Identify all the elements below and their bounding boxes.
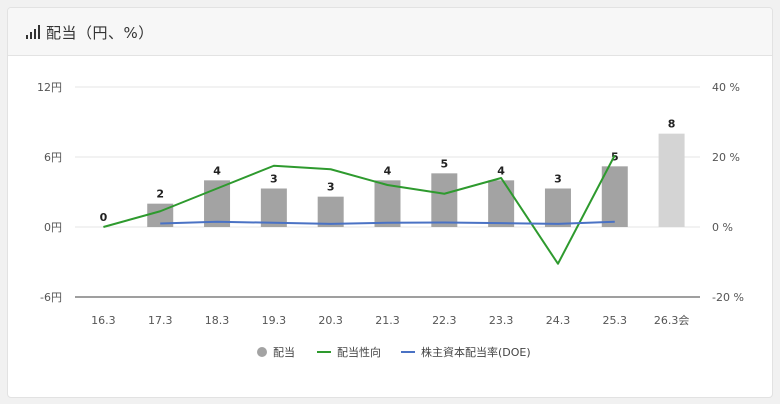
x-tick-label: 18.3 <box>205 314 230 327</box>
y-left-tick-label: -6円 <box>40 291 62 304</box>
x-tick-label: 21.3 <box>375 314 400 327</box>
bar-data-label: 3 <box>327 181 335 194</box>
bar <box>204 180 231 227</box>
y-right-tick-label: -20 % <box>712 291 744 304</box>
bar <box>260 188 287 227</box>
bar-data-label: 4 <box>384 164 392 177</box>
x-tick-label: 22.3 <box>432 314 457 327</box>
bar-data-label: 8 <box>668 118 676 131</box>
x-tick-label: 16.3 <box>91 314 116 327</box>
y-left-tick-label: 0円 <box>44 221 62 234</box>
bar-data-label: 2 <box>156 188 164 201</box>
x-tick-label: 20.3 <box>318 314 343 327</box>
title-wrap: 配当（円、%） <box>26 21 154 43</box>
x-tick-label: 19.3 <box>262 314 287 327</box>
payout-ratio-line <box>103 154 616 265</box>
bar-data-label: 4 <box>213 164 221 177</box>
legend-label-payout: 配当性向 <box>337 345 381 359</box>
doe-line <box>160 220 615 225</box>
bar-data-label: 4 <box>497 164 505 177</box>
bar <box>317 196 344 227</box>
y-left-tick-label: 6円 <box>44 151 62 164</box>
bar <box>431 173 458 227</box>
x-tick-label: 17.3 <box>148 314 173 327</box>
bar <box>374 180 401 227</box>
bar-data-label: 5 <box>440 157 448 170</box>
bar-data-label: 0 <box>100 211 108 224</box>
bar <box>544 188 571 227</box>
x-tick-label: 25.3 <box>603 314 628 327</box>
page-title: 配当（円、%） <box>46 23 154 42</box>
y-right-tick-label: 20 % <box>712 151 740 164</box>
card-header: 配当（円、%） <box>8 8 772 56</box>
bar <box>601 166 628 227</box>
dividend-card: 配当（円、%） <box>7 7 773 398</box>
bar <box>658 133 685 227</box>
bar-data-label: 3 <box>270 173 278 186</box>
y-right-tick-label: 0 % <box>712 221 733 234</box>
signal-bars-icon <box>26 25 40 39</box>
y-left-tick-label: 12円 <box>37 81 62 94</box>
legend-marker-dividend <box>257 347 267 357</box>
bar-data-label: 3 <box>554 173 562 186</box>
x-tick-label: 24.3 <box>546 314 571 327</box>
legend-label-dividend: 配当 <box>273 345 295 359</box>
y-right-tick-label: 40 % <box>712 81 740 94</box>
x-tick-label: 23.3 <box>489 314 514 327</box>
x-tick-label: 26.3会 <box>654 314 690 327</box>
bar <box>488 180 515 227</box>
legend-label-doe: 株主資本配当率(DOE) <box>421 345 531 359</box>
